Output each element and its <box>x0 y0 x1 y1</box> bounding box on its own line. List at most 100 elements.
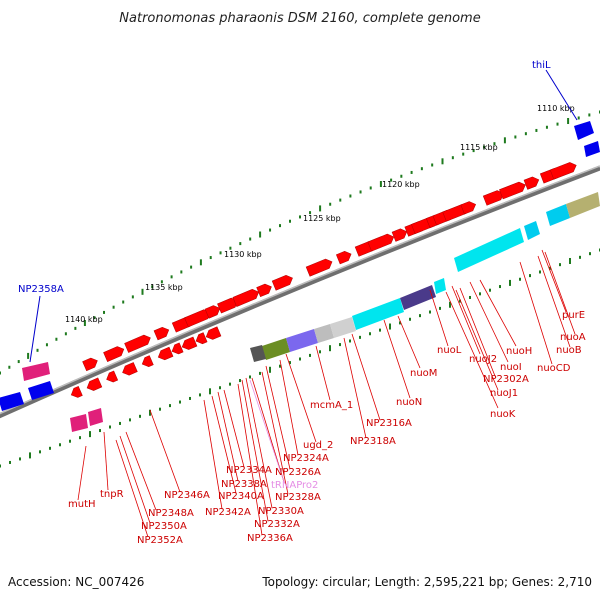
gene-arrow[interactable] <box>170 342 184 356</box>
feature-indigo[interactable] <box>400 285 436 310</box>
feature-dark[interactable] <box>250 345 266 362</box>
scale-tick <box>524 132 527 136</box>
scale-tick <box>209 256 212 260</box>
gene-left-block-1[interactable] <box>0 392 24 411</box>
gene-arrow[interactable] <box>121 362 138 377</box>
scale-tick <box>309 353 311 357</box>
gene-tnpR-block[interactable] <box>88 408 103 426</box>
gene-arrow[interactable] <box>391 227 409 242</box>
label-NP2340A: NP2340A <box>218 491 264 502</box>
leader-lines <box>77 249 576 538</box>
scale-tick <box>249 375 251 379</box>
scale-tick <box>299 215 302 219</box>
scale-tick <box>369 332 371 336</box>
gene-arrow[interactable] <box>460 200 478 215</box>
scale-tick <box>459 299 461 303</box>
scale-tick <box>151 285 154 289</box>
label-leader-line <box>383 319 411 399</box>
gene-arrow[interactable] <box>232 287 261 307</box>
scale-tick <box>379 328 381 332</box>
label-leader-line <box>455 289 499 391</box>
scale-tick <box>279 364 281 368</box>
feature-cyan-1[interactable] <box>352 298 404 330</box>
gene-arrow[interactable] <box>82 356 100 372</box>
label-leader-line <box>245 377 273 509</box>
feature-lightgray[interactable] <box>330 317 356 338</box>
scale-label-1120: 1120 kbp <box>382 180 420 189</box>
scale-tick <box>109 425 111 429</box>
label-leader-line <box>445 291 499 409</box>
scale-tick <box>239 242 242 246</box>
scale-tick <box>55 337 58 341</box>
scale-tick <box>409 317 411 321</box>
gene-block-right[interactable] <box>584 141 600 157</box>
label-leader-line <box>537 255 571 348</box>
scale-tick <box>400 174 403 178</box>
label-leader-line <box>125 431 157 511</box>
label-leader-line <box>241 379 269 522</box>
gene-arrow[interactable] <box>549 161 578 180</box>
gene-arrow[interactable] <box>305 257 334 277</box>
scale-tick <box>379 181 382 188</box>
gene-arrow[interactable] <box>194 332 208 346</box>
scale-tick <box>209 388 211 395</box>
scale-ticks <box>0 110 600 468</box>
scale-tick <box>349 194 352 198</box>
label-leader-line <box>343 337 367 439</box>
scale-tick <box>79 436 81 440</box>
scale-tick <box>29 452 31 459</box>
gene-left-block-2[interactable] <box>28 381 54 400</box>
gene-arrow[interactable] <box>103 345 126 362</box>
gene-arrow[interactable] <box>105 370 119 384</box>
scale-tick <box>141 288 144 295</box>
scale-tick <box>189 396 191 400</box>
feature-cyan-4[interactable] <box>546 204 570 226</box>
label-leader-line <box>541 249 567 313</box>
feature-cyan-small[interactable] <box>434 278 446 294</box>
scale-tick <box>219 251 222 255</box>
gene-thiL-block[interactable] <box>574 121 594 140</box>
genes-plus-strand <box>82 161 578 372</box>
label-ugd_2: ugd_2 <box>303 440 333 451</box>
label-leader-line <box>265 365 291 470</box>
feature-purple[interactable] <box>286 329 318 352</box>
feature-khaki[interactable] <box>566 192 600 218</box>
scale-tick <box>389 323 391 330</box>
gene-arrow[interactable] <box>204 304 222 319</box>
label-NP2338A: NP2338A <box>221 479 267 490</box>
gene-arrow[interactable] <box>156 346 174 362</box>
label-nuoCD: nuoCD <box>537 363 571 374</box>
gene-arrow[interactable] <box>140 355 154 369</box>
feature-olive[interactable] <box>262 338 290 360</box>
gene-mutH-block[interactable] <box>70 414 88 432</box>
gene-arrow[interactable] <box>69 386 83 399</box>
gene-arrow[interactable] <box>204 326 222 342</box>
scale-tick <box>149 409 151 416</box>
feature-cyan-2[interactable] <box>454 228 524 272</box>
label-leader-line <box>451 285 481 355</box>
gene-arrow[interactable] <box>256 282 274 298</box>
gene-arrow[interactable] <box>180 336 198 352</box>
scale-tick <box>469 295 471 299</box>
feature-gray[interactable] <box>314 324 334 343</box>
scale-tick <box>103 310 106 314</box>
feature-cyan-3[interactable] <box>524 221 540 240</box>
gene-arrow[interactable] <box>85 377 103 393</box>
scale-tick <box>17 360 20 364</box>
gene-arrow[interactable] <box>153 325 171 341</box>
gene-arrow[interactable] <box>523 175 541 190</box>
scale-label-1125: 1125 kbp <box>303 214 341 223</box>
gene-arrow[interactable] <box>367 232 396 252</box>
label-NP2328A: NP2328A <box>275 492 321 503</box>
gene-NP2358A-block[interactable] <box>22 362 50 381</box>
label-nuoA: nuoA <box>560 332 586 343</box>
gene-arrow[interactable] <box>335 249 353 265</box>
label-leader-line <box>223 389 245 468</box>
scale-tick <box>588 113 591 117</box>
gene-arrow[interactable] <box>499 180 527 200</box>
gene-arrow[interactable] <box>124 333 153 353</box>
scale-tick <box>64 332 67 336</box>
gene-arrow[interactable] <box>271 273 294 291</box>
scale-tick <box>499 285 501 289</box>
